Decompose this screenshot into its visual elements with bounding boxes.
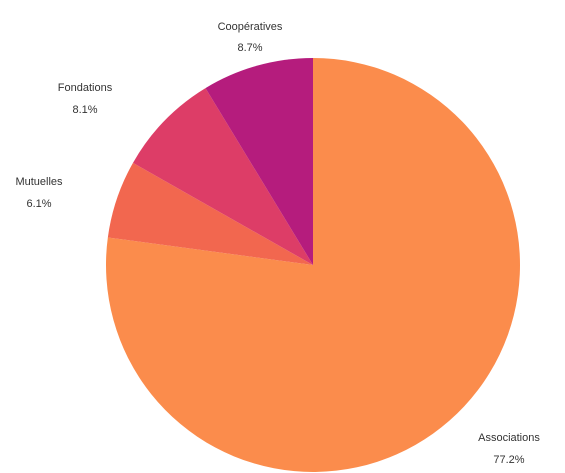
pie-slice-associations — [106, 58, 521, 473]
slice-value-mutuelles: 6.1% — [26, 198, 51, 210]
pie-slice-fondations — [132, 88, 313, 265]
pie-slice-cooperatives — [205, 58, 313, 265]
slice-label-fondations: Fondations — [58, 82, 113, 94]
pie-slices — [106, 58, 521, 473]
slice-label-cooperatives: Coopératives — [218, 21, 283, 33]
slice-label-mutuelles: Mutuelles — [15, 176, 63, 188]
pie-slice-mutuelles — [107, 162, 313, 265]
slice-value-cooperatives: 8.7% — [237, 42, 262, 54]
slice-value-fondations: 8.1% — [72, 104, 97, 116]
slice-label-associations: Associations — [478, 432, 540, 444]
slice-value-associations: 77.2% — [493, 454, 524, 466]
pie-labels: Associations 77.2% Mutuelles 6.1% Fondat… — [15, 21, 540, 466]
